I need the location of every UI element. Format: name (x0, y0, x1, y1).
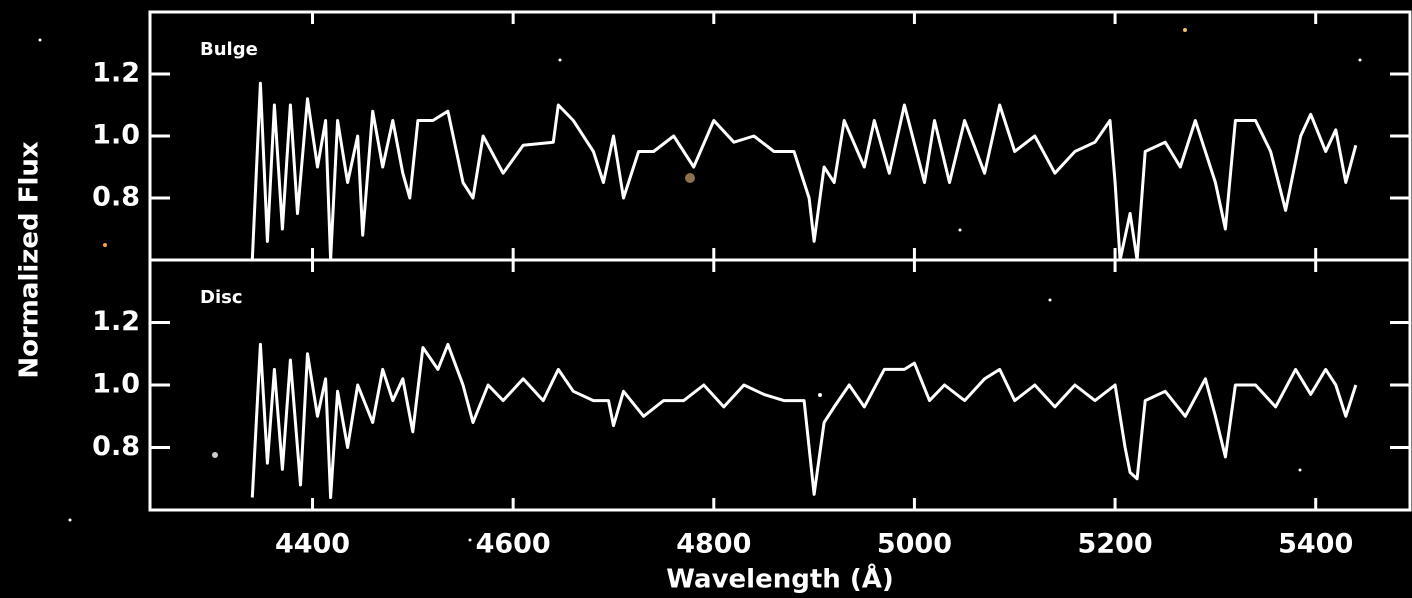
y-axis-label: Normalized Flux (15, 141, 45, 379)
y-tick-label: 1.0 (92, 369, 140, 400)
x-tick-label: 4800 (676, 529, 751, 560)
panel-label: Bulge (200, 39, 258, 60)
x-tick-label: 5200 (1077, 529, 1152, 560)
panel-label: Disc (200, 287, 243, 308)
x-tick-label: 5000 (877, 529, 952, 560)
x-tick-label: 5400 (1278, 529, 1353, 560)
spectrum-line (250, 342, 1358, 499)
y-tick-label: 0.8 (92, 182, 140, 213)
y-tick-label: 0.8 (92, 431, 140, 462)
spectrum-line (250, 81, 1358, 262)
y-tick-label: 1.0 (92, 120, 140, 151)
x-tick-label: 4400 (275, 529, 350, 560)
y-tick-label: 1.2 (92, 58, 140, 89)
x-tick-label: 4600 (476, 529, 551, 560)
x-axis-label: Wavelength (Å) (666, 563, 893, 595)
star-field (38, 28, 1362, 542)
y-tick-label: 1.2 (92, 306, 140, 337)
plot-frame (148, 258, 1412, 512)
